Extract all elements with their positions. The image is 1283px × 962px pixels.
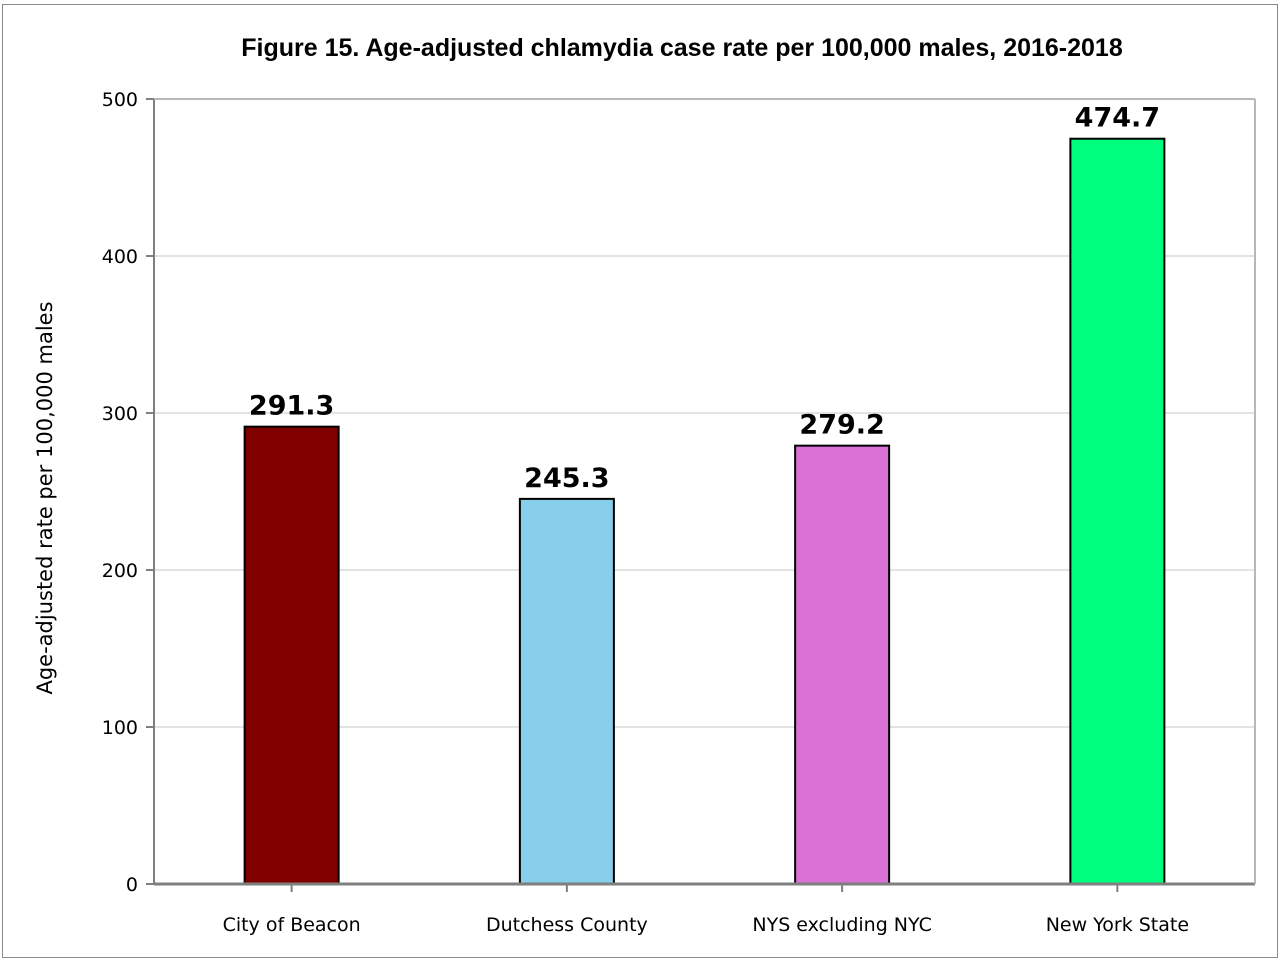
y-tick-label: 0 (126, 874, 138, 896)
y-tick-label: 300 (102, 403, 138, 425)
bar (1069, 137, 1166, 885)
y-axis-title: Age-adjusted rate per 100,000 males (33, 301, 57, 694)
bars (243, 137, 1166, 885)
axes (153, 98, 1256, 886)
bar (243, 425, 340, 885)
x-axis-ticks: City of Beacon Dutchess County NYS excludi… (223, 884, 1189, 936)
bar-value-label: 474.7 (1075, 103, 1160, 134)
x-tick-label: City of Beacon (223, 914, 361, 936)
bar (518, 497, 615, 885)
data-labels: 291.3 245.3 279.2 474.7 (249, 103, 1160, 494)
chart-frame (2, 4, 1278, 958)
y-tick-label: 100 (102, 717, 138, 739)
chart-title: Figure 15. Age-adjusted chlamydia case r… (241, 34, 1123, 62)
x-tick-label: Dutchess County (486, 914, 648, 936)
y-axis-ticks: 0 100 200 300 400 500 (102, 89, 154, 896)
bar-value-label: 245.3 (524, 463, 609, 494)
bar-value-label: 291.3 (249, 391, 334, 422)
bar-value-label: 279.2 (799, 410, 884, 441)
y-tick-label: 200 (102, 560, 138, 582)
x-tick-label: New York State (1046, 914, 1189, 936)
y-tick-label: 400 (102, 246, 138, 268)
x-tick-label: NYS excluding NYC (752, 914, 931, 936)
y-tick-label: 500 (102, 89, 138, 111)
bar (794, 444, 891, 885)
